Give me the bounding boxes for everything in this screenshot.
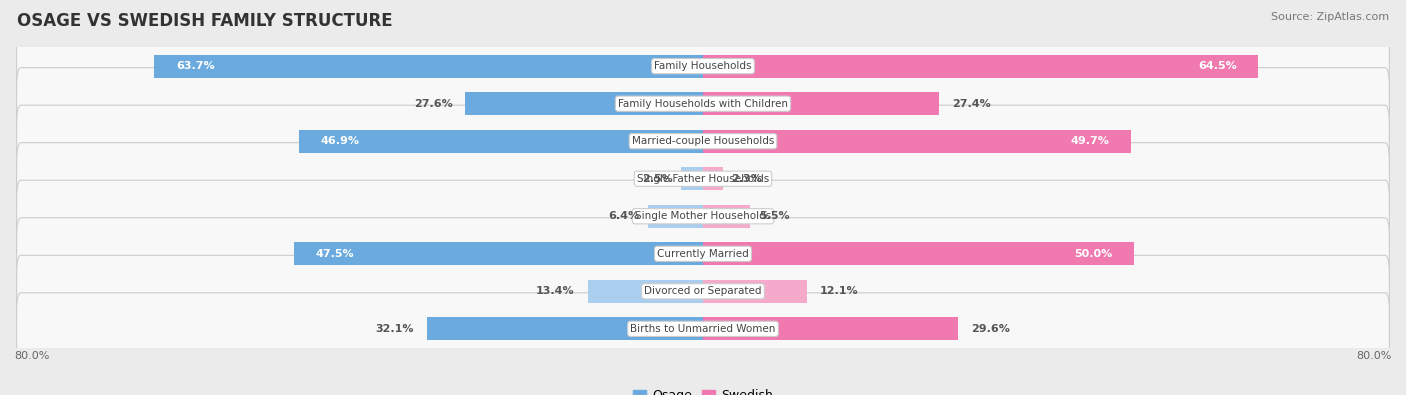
Text: Currently Married: Currently Married — [657, 249, 749, 259]
Text: 29.6%: 29.6% — [970, 324, 1010, 334]
FancyBboxPatch shape — [17, 30, 1389, 102]
FancyBboxPatch shape — [17, 255, 1389, 327]
Text: 2.5%: 2.5% — [643, 174, 673, 184]
Bar — [703, 92, 939, 115]
Bar — [703, 280, 807, 303]
Text: Married-couple Households: Married-couple Households — [631, 136, 775, 146]
Text: 12.1%: 12.1% — [820, 286, 859, 296]
FancyBboxPatch shape — [17, 218, 1389, 290]
Text: Family Households with Children: Family Households with Children — [619, 99, 787, 109]
Text: Single Father Households: Single Father Households — [637, 174, 769, 184]
Text: Source: ZipAtlas.com: Source: ZipAtlas.com — [1271, 12, 1389, 22]
Bar — [682, 167, 703, 190]
FancyBboxPatch shape — [17, 293, 1389, 365]
Text: 50.0%: 50.0% — [1074, 249, 1112, 259]
Bar — [155, 55, 703, 78]
Text: 13.4%: 13.4% — [536, 286, 575, 296]
Text: Single Mother Households: Single Mother Households — [636, 211, 770, 221]
Bar — [299, 130, 703, 153]
Text: 49.7%: 49.7% — [1070, 136, 1109, 146]
Bar — [703, 130, 1130, 153]
Bar — [703, 317, 957, 340]
Text: 46.9%: 46.9% — [321, 136, 360, 146]
Text: Births to Unmarried Women: Births to Unmarried Women — [630, 324, 776, 334]
Text: Divorced or Separated: Divorced or Separated — [644, 286, 762, 296]
Text: 47.5%: 47.5% — [315, 249, 354, 259]
FancyBboxPatch shape — [17, 68, 1389, 140]
FancyBboxPatch shape — [17, 143, 1389, 215]
Text: 63.7%: 63.7% — [176, 61, 215, 71]
Text: 80.0%: 80.0% — [1357, 351, 1392, 361]
Bar — [648, 205, 703, 228]
FancyBboxPatch shape — [17, 105, 1389, 177]
Bar — [703, 242, 1133, 265]
Bar — [588, 280, 703, 303]
Text: 80.0%: 80.0% — [14, 351, 49, 361]
Legend: Osage, Swedish: Osage, Swedish — [628, 384, 778, 395]
Bar — [426, 317, 703, 340]
Bar — [465, 92, 703, 115]
Bar — [294, 242, 703, 265]
Text: 64.5%: 64.5% — [1198, 61, 1237, 71]
Bar — [703, 55, 1258, 78]
Text: 2.3%: 2.3% — [731, 174, 762, 184]
Bar — [703, 167, 723, 190]
Bar — [703, 205, 751, 228]
Text: 27.6%: 27.6% — [413, 99, 453, 109]
FancyBboxPatch shape — [17, 180, 1389, 252]
Text: 32.1%: 32.1% — [375, 324, 413, 334]
Text: 6.4%: 6.4% — [609, 211, 640, 221]
Text: OSAGE VS SWEDISH FAMILY STRUCTURE: OSAGE VS SWEDISH FAMILY STRUCTURE — [17, 12, 392, 30]
Text: 5.5%: 5.5% — [759, 211, 790, 221]
Text: Family Households: Family Households — [654, 61, 752, 71]
Text: 27.4%: 27.4% — [952, 99, 991, 109]
